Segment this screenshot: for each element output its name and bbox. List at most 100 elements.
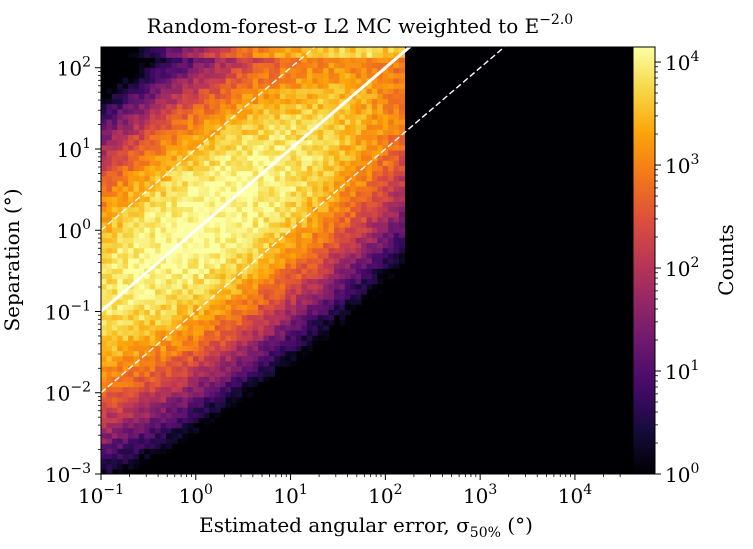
heatmap-cell <box>149 227 156 233</box>
reference-line <box>101 47 412 313</box>
heatmap-cell <box>117 175 124 182</box>
heatmap-cell <box>371 170 378 177</box>
heatmap-cell <box>182 386 189 393</box>
heatmap-cell <box>111 437 118 444</box>
heatmap-cell <box>312 216 319 223</box>
heatmap-cell <box>236 149 243 156</box>
heatmap-cell <box>241 108 248 115</box>
heatmap-cell <box>133 72 140 79</box>
heatmap-cell <box>220 386 227 393</box>
heatmap-cell <box>393 165 400 172</box>
heatmap-cell <box>176 407 183 413</box>
heatmap-cell <box>149 355 156 362</box>
heatmap-cell <box>225 227 232 233</box>
heatmap-cell <box>176 335 183 341</box>
heatmap-cell <box>241 149 248 156</box>
heatmap-cell <box>301 304 308 310</box>
heatmap-cell <box>111 319 118 326</box>
heatmap-cell <box>344 180 351 187</box>
heatmap-cell <box>187 319 194 326</box>
heatmap-cell <box>382 139 389 146</box>
heatmap-cell <box>290 216 297 223</box>
heatmap-cell <box>361 170 368 177</box>
heatmap-cell <box>128 221 135 228</box>
heatmap-cell <box>106 412 113 419</box>
heatmap-cell <box>393 47 400 53</box>
heatmap-cell <box>171 304 178 310</box>
heatmap-cell <box>225 134 232 141</box>
heatmap-cell <box>106 149 113 156</box>
heatmap-cell <box>236 299 243 305</box>
heatmap-cell <box>182 252 189 259</box>
heatmap-cell <box>133 119 140 125</box>
heatmap-cell <box>268 360 275 367</box>
heatmap-cell <box>176 345 183 352</box>
heatmap-cell <box>220 83 227 89</box>
heatmap-cell <box>101 134 108 141</box>
heatmap-cell <box>306 293 313 300</box>
heatmap-cell <box>182 201 189 208</box>
heatmap-cell <box>312 293 319 300</box>
heatmap-cell <box>285 304 292 310</box>
heatmap-cell <box>101 180 108 187</box>
heatmap-cell <box>220 124 227 130</box>
heatmap-cell <box>144 175 151 182</box>
heatmap-cell <box>252 304 259 310</box>
heatmap-cell <box>399 98 406 105</box>
heatmap-cell <box>138 175 145 182</box>
heatmap-cell <box>252 283 259 290</box>
heatmap-cell <box>149 88 156 94</box>
heatmap-cell <box>312 227 319 233</box>
heatmap-cell <box>166 62 173 69</box>
heatmap-cell <box>274 268 281 274</box>
heatmap-cell <box>399 196 406 202</box>
heatmap-cell <box>133 185 140 192</box>
heatmap-cell <box>187 52 194 58</box>
heatmap-cell <box>160 62 167 69</box>
heatmap-cell <box>209 227 216 233</box>
heatmap-cell <box>268 324 275 331</box>
heatmap-cell <box>382 180 389 187</box>
heatmap-cell <box>171 62 178 69</box>
heatmap-cell <box>241 360 248 367</box>
heatmap-cell <box>333 98 341 105</box>
heatmap-cell <box>198 278 205 285</box>
heatmap-cell <box>263 278 270 285</box>
heatmap-cell <box>285 324 292 331</box>
heatmap-cell <box>203 288 210 295</box>
heatmap-cell <box>225 304 232 310</box>
heatmap-cell <box>106 417 113 424</box>
heatmap-cell <box>106 458 113 465</box>
heatmap-cell <box>209 278 216 285</box>
heatmap-cell <box>149 149 156 156</box>
heatmap-cell <box>231 299 238 305</box>
heatmap-cell <box>231 201 238 208</box>
heatmap-cell <box>106 247 113 254</box>
heatmap-cell <box>133 463 140 470</box>
heatmap-cell <box>290 149 297 156</box>
heatmap-cell <box>247 201 254 208</box>
heatmap-cell <box>236 350 243 357</box>
heatmap-cell <box>171 432 178 439</box>
heatmap-cell <box>133 268 140 274</box>
heatmap-cell <box>220 185 227 192</box>
heatmap-cell <box>149 299 156 305</box>
heatmap-cell <box>231 257 238 264</box>
heatmap-cell <box>344 278 351 285</box>
heatmap-cell <box>111 129 118 136</box>
heatmap-cell <box>382 185 389 192</box>
heatmap-cell <box>203 345 210 352</box>
heatmap-cell <box>193 309 200 316</box>
heatmap-cell <box>279 221 286 228</box>
heatmap-cell <box>296 170 303 177</box>
heatmap-cell <box>301 144 308 151</box>
heatmap-cell <box>117 201 124 208</box>
heatmap-cell <box>328 201 335 208</box>
heatmap-cell <box>236 257 243 264</box>
heatmap-cell <box>176 314 183 321</box>
heatmap-cell <box>274 170 281 177</box>
heatmap-cell <box>301 108 308 115</box>
heatmap-cell <box>117 242 124 249</box>
heatmap-cell <box>209 185 216 192</box>
heatmap-cell <box>101 288 108 295</box>
